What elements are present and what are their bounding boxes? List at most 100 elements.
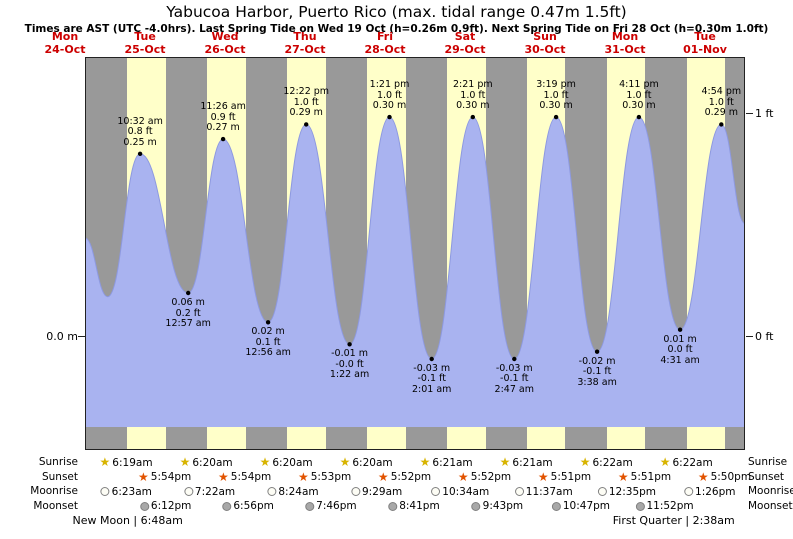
almanac-time: 6:19am: [112, 456, 153, 469]
annotation-line: 12:56 am: [245, 347, 291, 359]
day-label-date: 29-Oct: [444, 42, 486, 56]
almanac-time: 1:26pm: [695, 485, 736, 498]
annotation-line: 1:22 am: [329, 369, 370, 381]
moonset-icon: [305, 501, 315, 511]
almanac-moonrise-entry: 6:23am: [100, 485, 152, 498]
almanac-time: 10:34am: [442, 485, 490, 498]
annotation-line: 1.0 ft: [543, 89, 569, 101]
almanac-moonrise-entry: 10:34am: [431, 485, 489, 498]
almanac-sunset-entry: ★ 5:51pm: [618, 471, 671, 484]
day-label-dow: Wed: [211, 30, 239, 43]
day-label-dow: Sat: [454, 30, 476, 43]
sunrise-icon: ★: [179, 455, 191, 469]
almanac-sunset-entry: ★ 5:52pm: [378, 471, 431, 484]
moonset-icon: [222, 501, 232, 511]
annotation-line: -0.03 m: [413, 362, 451, 374]
moonset-icon: [388, 501, 398, 511]
almanac-time: 5:51pm: [550, 471, 592, 483]
day-label-date: 01-Nov: [683, 42, 727, 56]
annotation-line: 0.27 m: [206, 122, 240, 134]
annotation-line: 0.29 m: [289, 107, 323, 119]
sunset-icon: ★: [617, 469, 629, 484]
almanac-moonrise-entry: 11:37am: [514, 485, 573, 498]
high-tide-annotation: 12:22 pm 1.0 ft 0.29 m: [283, 87, 329, 119]
tide-extreme-dot: [470, 114, 475, 120]
sunrise-icon: ★: [259, 455, 271, 469]
almanac-time: 7:46pm: [316, 500, 357, 512]
almanac-moonset-entry: 11:52pm: [635, 500, 694, 513]
chart-subtitle: Times are AST (UTC -4.0hrs). Last Spring…: [24, 23, 769, 35]
almanac-sunrise-entry: ★ 6:22am: [660, 456, 713, 469]
tide-extreme-dot: [137, 151, 143, 156]
high-tide-annotation: 4:11 pm 1.0 ft 0.30 m: [619, 80, 659, 112]
low-tide-annotation: 0.02 m 0.1 ft 12:56 am: [245, 327, 290, 359]
almanac-row-label-right: Moonset: [748, 499, 793, 512]
sunrise-icon: ★: [339, 455, 351, 469]
annotation-line: 0.30 m: [539, 100, 573, 112]
moonrise-icon: [597, 487, 607, 496]
almanac-time: 6:22am: [592, 456, 633, 469]
moonrise-icon: [684, 487, 694, 496]
almanac-time: 5:54pm: [230, 471, 272, 483]
tide-extreme-dot: [677, 327, 683, 332]
low-tide-annotation: -0.03 m -0.1 ft 2:47 am: [495, 363, 534, 396]
high-tide-annotation: 3:19 pm 1.0 ft 0.30 m: [536, 80, 576, 112]
almanac-moonset-entry: 6:56pm: [222, 500, 274, 513]
tide-extreme-dot: [636, 114, 642, 120]
moonset-icon: [471, 501, 481, 511]
y-axis-label-0ft: 0 ft: [755, 330, 774, 343]
almanac-time: 9:29am: [361, 485, 403, 498]
almanac-row-label-left: Sunset: [41, 470, 78, 483]
moon-phase-label: New Moon | 6:48am: [72, 514, 183, 527]
day-label-date: 31-Oct: [604, 42, 646, 56]
tide-curve-canvas: [86, 114, 744, 427]
almanac-sunset-entry: ★ 5:51pm: [538, 471, 591, 484]
annotation-line: 1.0 ft: [460, 89, 486, 101]
annotation-line: 0.29 m: [704, 107, 739, 119]
day-label-date: 30-Oct: [524, 42, 566, 56]
day-label: Sat 29-Oct: [444, 30, 486, 56]
almanac-time: 6:21am: [512, 456, 553, 469]
day-label: Mon 31-Oct: [604, 30, 646, 56]
annotation-line: 0.30 m: [372, 100, 407, 112]
annotation-line: 0.01 m: [663, 333, 697, 345]
almanac-time: 9:43pm: [482, 500, 524, 512]
annotation-line: 12:22 pm: [283, 86, 330, 98]
almanac-time: 8:24am: [278, 485, 319, 498]
almanac-sunrise-entry: ★ 6:20am: [340, 456, 393, 469]
high-tide-annotation: 10:32 am 0.8 ft 0.25 m: [117, 115, 163, 149]
day-label-date: 24-Oct: [44, 42, 86, 56]
almanac-sunrise-entry: ★ 6:21am: [420, 456, 473, 469]
annotation-line: 10:32 am: [117, 115, 163, 127]
almanac-time: 5:52pm: [470, 471, 512, 483]
annotation-line: 0.30 m: [456, 100, 490, 112]
low-tide-annotation: 0.01 m 0.0 ft 4:31 am: [660, 333, 699, 367]
almanac-row-label-left: Sunrise: [38, 456, 78, 468]
almanac-row-label-right: Sunrise: [748, 456, 788, 468]
tide-extreme-dot: [265, 320, 271, 325]
moon-phase-label: First Quarter | 2:38am: [612, 514, 735, 527]
sunrise-icon: ★: [499, 455, 511, 469]
low-tide-annotation: -0.02 m -0.1 ft 3:38 am: [577, 355, 617, 389]
y-axis-label-1ft: 1 ft: [755, 107, 774, 120]
axis-tick-right-0ft: [746, 336, 753, 337]
almanac-sunrise-entry: ★ 6:20am: [260, 456, 313, 469]
day-label: Tue 01-Nov: [683, 30, 727, 56]
almanac-time: 12:35pm: [608, 485, 657, 498]
annotation-line: 3:38 am: [577, 376, 617, 388]
almanac-time: 7:22am: [194, 485, 236, 498]
tide-extreme-dot: [553, 114, 559, 120]
almanac-sunrise-entry: ★ 6:20am: [180, 456, 233, 469]
day-label-dow: Fri: [376, 30, 394, 43]
moonrise-icon: [350, 487, 360, 496]
annotation-line: 3:19 pm: [536, 79, 576, 91]
almanac-time: 6:20am: [352, 456, 393, 469]
almanac-row-label-right: Sunset: [748, 470, 785, 483]
moonset-icon: [635, 501, 645, 511]
almanac-time: 5:52pm: [390, 471, 432, 483]
sunrise-icon: ★: [419, 455, 431, 469]
almanac-sunrise-entry: ★ 6:21am: [500, 456, 553, 469]
annotation-line: -0.02 m: [578, 355, 616, 367]
day-label-dow: Tue: [694, 30, 716, 43]
annotation-line: 0.30 m: [622, 100, 656, 112]
